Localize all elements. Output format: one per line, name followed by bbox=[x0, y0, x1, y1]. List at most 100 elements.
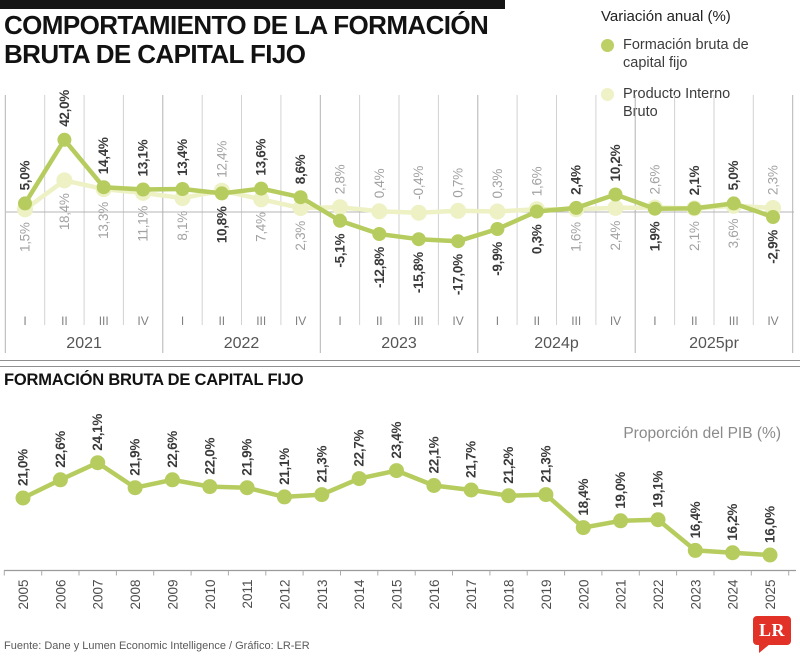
svg-text:2023: 2023 bbox=[381, 335, 417, 352]
proportion-data-point bbox=[613, 513, 629, 529]
svg-text:III: III bbox=[414, 314, 424, 328]
svg-text:2019: 2019 bbox=[539, 580, 554, 610]
svg-text:1,6%: 1,6% bbox=[569, 222, 584, 252]
proportion-data-point bbox=[463, 482, 479, 498]
svg-text:3,6%: 3,6% bbox=[726, 219, 741, 249]
pib-data-point bbox=[253, 191, 270, 208]
proportion-data-point bbox=[202, 479, 218, 495]
lr-logo: LR bbox=[753, 616, 791, 653]
svg-text:2,3%: 2,3% bbox=[766, 165, 781, 195]
svg-text:2,8%: 2,8% bbox=[333, 164, 348, 194]
svg-text:21,2%: 21,2% bbox=[501, 447, 516, 484]
fbcf-data-point bbox=[57, 132, 72, 147]
svg-text:III: III bbox=[571, 314, 581, 328]
svg-text:-15,8%: -15,8% bbox=[411, 252, 426, 293]
proportion-data-point bbox=[351, 471, 367, 487]
bottom-axis bbox=[3, 569, 796, 576]
svg-text:0,3%: 0,3% bbox=[490, 169, 505, 199]
fbcf-data-point bbox=[608, 187, 623, 202]
proportion-data-point bbox=[52, 472, 68, 488]
legend-title: Variación anual (%) bbox=[601, 8, 731, 25]
proportion-data-point bbox=[575, 520, 591, 536]
svg-text:13,4%: 13,4% bbox=[175, 139, 190, 176]
proportion-series bbox=[15, 455, 778, 563]
pib-series-dot-icon bbox=[601, 88, 614, 102]
svg-text:5,0%: 5,0% bbox=[18, 161, 33, 191]
proportion-data-point bbox=[725, 545, 741, 561]
year-axis: 2005 2006 2007 2008 2009 2010 2011 2012 2013 2014… bbox=[16, 579, 778, 610]
svg-text:III: III bbox=[99, 314, 109, 328]
svg-text:2018: 2018 bbox=[502, 580, 517, 610]
svg-text:18,4%: 18,4% bbox=[576, 479, 591, 516]
svg-text:13,6%: 13,6% bbox=[254, 139, 269, 176]
svg-text:1,9%: 1,9% bbox=[647, 221, 662, 251]
svg-text:21,3%: 21,3% bbox=[314, 446, 329, 483]
proportion-data-point bbox=[687, 542, 703, 558]
svg-text:2016: 2016 bbox=[427, 580, 442, 610]
proportion-data-point bbox=[650, 512, 666, 528]
svg-text:22,1%: 22,1% bbox=[426, 436, 441, 473]
svg-text:-2,9%: -2,9% bbox=[766, 230, 781, 264]
svg-text:2005: 2005 bbox=[16, 580, 31, 610]
proportion-data-point bbox=[90, 455, 106, 471]
top-black-bar bbox=[0, 0, 505, 9]
svg-text:2,1%: 2,1% bbox=[687, 166, 702, 196]
svg-text:42,0%: 42,0% bbox=[57, 90, 72, 127]
svg-text:22,7%: 22,7% bbox=[352, 430, 367, 467]
svg-text:22,6%: 22,6% bbox=[165, 431, 180, 468]
svg-text:21,1%: 21,1% bbox=[277, 448, 292, 485]
svg-text:19,1%: 19,1% bbox=[651, 471, 666, 508]
svg-text:2011: 2011 bbox=[240, 580, 255, 609]
proportion-data-point bbox=[15, 490, 31, 506]
svg-text:21,9%: 21,9% bbox=[128, 439, 143, 476]
quarter-axis: I II III IV I II III IV I II III IV I II III IV I II III IV bbox=[23, 314, 778, 328]
proportion-data-point bbox=[239, 480, 255, 496]
svg-text:0,4%: 0,4% bbox=[372, 168, 387, 198]
pib-data-point bbox=[450, 202, 467, 219]
svg-text:2,6%: 2,6% bbox=[647, 165, 662, 195]
svg-text:2022: 2022 bbox=[224, 335, 260, 352]
proportion-of-gdp-label: Proporción del PIB (%) bbox=[623, 425, 781, 442]
proportion-data-point bbox=[314, 487, 330, 503]
fbcf-data-point bbox=[647, 201, 662, 216]
pib-data-point bbox=[292, 200, 309, 216]
proportion-data-point bbox=[426, 478, 442, 493]
proportion-data-point bbox=[538, 487, 554, 503]
proportion-data-point bbox=[127, 480, 143, 496]
svg-text:II: II bbox=[218, 314, 225, 328]
fbcf-data-point bbox=[687, 201, 702, 216]
svg-text:2025pr: 2025pr bbox=[689, 335, 739, 352]
svg-text:-17,0%: -17,0% bbox=[451, 254, 466, 295]
fbcf-data-point bbox=[490, 222, 505, 236]
svg-text:24,1%: 24,1% bbox=[90, 414, 105, 451]
gridlines bbox=[4, 95, 794, 353]
svg-text:23,4%: 23,4% bbox=[389, 422, 404, 459]
svg-text:IV: IV bbox=[610, 314, 621, 328]
svg-text:III: III bbox=[729, 314, 739, 328]
proportion-data-point bbox=[762, 547, 778, 563]
source-note: Fuente: Dane y Lumen Economic Intelligen… bbox=[4, 640, 310, 652]
page-title-line1: COMPORTAMIENTO DE LA FORMACIÓN bbox=[4, 10, 489, 40]
svg-text:I: I bbox=[181, 314, 184, 328]
pib-legend-label: Producto Interno Bruto bbox=[623, 86, 731, 121]
svg-text:-5,1%: -5,1% bbox=[333, 234, 348, 268]
pib-data-point bbox=[410, 204, 427, 221]
svg-text:8,6%: 8,6% bbox=[293, 154, 308, 184]
svg-text:III: III bbox=[256, 314, 266, 328]
page-title: COMPORTAMIENTO DE LA FORMACIÓN BRUTA DE C… bbox=[4, 10, 489, 69]
fbcf-data-point bbox=[372, 227, 387, 241]
svg-text:II: II bbox=[691, 314, 698, 328]
svg-text:2010: 2010 bbox=[203, 580, 218, 610]
svg-text:2017: 2017 bbox=[464, 580, 479, 610]
fbcf-data-point bbox=[726, 196, 741, 211]
proportion-data-point bbox=[389, 463, 404, 479]
svg-text:22,0%: 22,0% bbox=[202, 438, 217, 475]
fbcf-data-point bbox=[569, 200, 584, 215]
svg-text:16,4%: 16,4% bbox=[688, 501, 703, 538]
svg-text:IV: IV bbox=[295, 314, 306, 328]
svg-text:2015: 2015 bbox=[390, 580, 405, 610]
proportion-data-point bbox=[501, 488, 517, 504]
svg-text:2008: 2008 bbox=[128, 580, 143, 610]
pib-data-point bbox=[56, 172, 73, 189]
svg-text:2023: 2023 bbox=[688, 580, 703, 610]
